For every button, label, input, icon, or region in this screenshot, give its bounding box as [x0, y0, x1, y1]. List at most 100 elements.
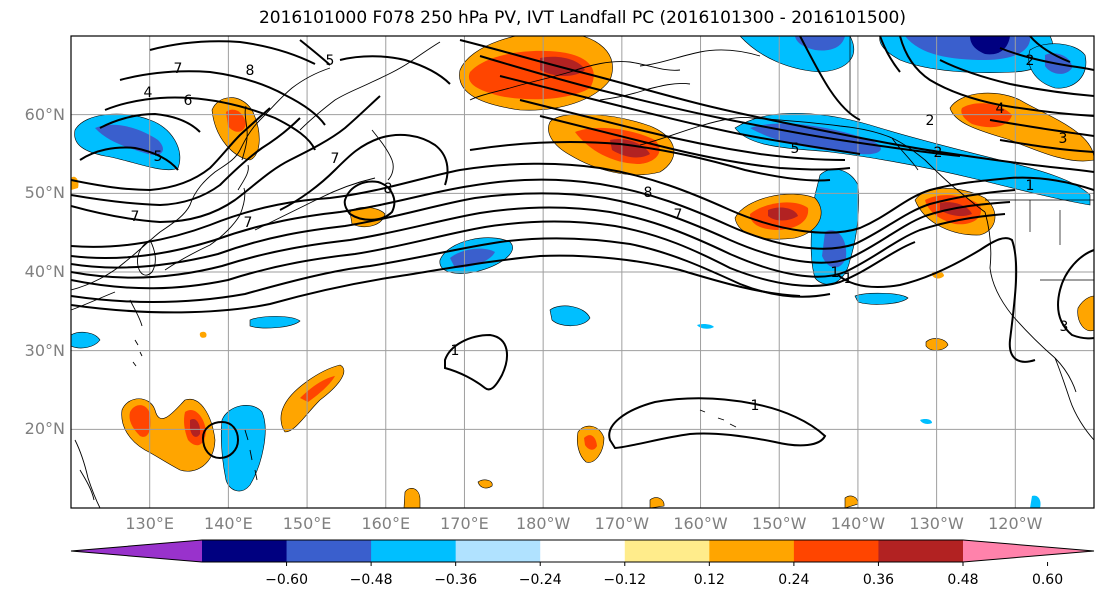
colorbar-outline: [70, 539, 1095, 563]
contour-line: [119, 70, 326, 126]
contour-line: [939, 59, 1094, 97]
contour-line: [469, 141, 831, 182]
contour-line: [999, 47, 1094, 71]
longitude-label: 170°E: [440, 514, 489, 533]
contour-label: 8: [384, 181, 393, 197]
shade-negative: [697, 323, 714, 329]
shade-positive: [199, 331, 207, 338]
colorbar-tick-label: 0.24: [778, 572, 810, 588]
contour-line: [499, 75, 861, 155]
contour-label: 2: [934, 145, 943, 161]
colorbar-tick-label: 0.48: [947, 572, 979, 588]
latitude-label: 60°N: [24, 104, 65, 124]
shade-negative: [450, 248, 495, 268]
contour-label: 5: [791, 141, 800, 157]
colorbar-tick-label: −0.36: [434, 572, 478, 588]
longitude-label: 120°W: [988, 514, 1043, 533]
latitude-label: 20°N: [24, 419, 65, 439]
shade-negative: [750, 123, 881, 155]
longitude-label: 160°E: [361, 514, 411, 533]
contour-label: 5: [326, 53, 335, 69]
contour-line: [608, 397, 827, 450]
contour-line: [339, 55, 451, 85]
contour-line: [71, 95, 381, 224]
contour-line: [279, 133, 449, 211]
shade-negative: [795, 36, 845, 51]
pv-shading: [71, 36, 1094, 508]
shade-negative: [249, 316, 301, 329]
contour-line: [71, 254, 801, 314]
contour-label: 1: [1026, 178, 1035, 194]
contour-line: [879, 36, 901, 73]
contour-line: [1057, 249, 1094, 340]
contour-line: [201, 420, 240, 460]
contour-line: [71, 192, 1011, 269]
contour-line: [837, 237, 1036, 363]
contour-line: [343, 180, 396, 221]
colorbar-extend-max: [963, 540, 1094, 562]
contour-line: [149, 40, 316, 65]
shade-positive: [1077, 295, 1094, 332]
contour-label: 8: [246, 63, 255, 79]
colorbar-tick-label: −0.60: [265, 572, 308, 588]
contour-label: 7: [674, 207, 683, 223]
longitude-label: 160°W: [673, 514, 728, 533]
shade-negative: [920, 419, 932, 424]
shade-negative: [854, 292, 909, 305]
contour-line: [71, 107, 271, 192]
shade-positive: [71, 176, 79, 190]
colorbar-segment: [371, 540, 457, 562]
contour-label: 4: [144, 85, 153, 101]
contour-label: 6: [184, 93, 193, 109]
contour-line: [299, 39, 331, 66]
latitude-label: 40°N: [24, 262, 65, 281]
contour-line: [444, 333, 508, 391]
contour-line: [1029, 36, 1071, 63]
contour-line: [99, 112, 201, 133]
longitude-label: 140°W: [830, 514, 886, 533]
contour-line: [71, 178, 1016, 260]
shade-negative: [549, 305, 591, 327]
colorbar: [70, 539, 1095, 566]
latitude-label: 50°N: [24, 183, 65, 203]
latitude-label: 30°N: [24, 340, 65, 360]
longitude-label: 130°W: [909, 514, 964, 533]
longitude-label: 140°E: [204, 514, 253, 533]
shade-negative: [970, 36, 1010, 55]
colorbar-tick-label: −0.48: [349, 572, 393, 588]
colorbar-segment: [286, 540, 372, 562]
contour-label: 1: [751, 398, 760, 414]
longitude-label: 180°W: [515, 514, 571, 533]
contour-label: 2: [926, 113, 935, 129]
shade-negative: [1030, 495, 1041, 508]
contour-label: 5: [154, 149, 163, 165]
shade-positive: [477, 479, 493, 489]
shade-negative: [71, 331, 101, 349]
shade-negative: [220, 405, 266, 492]
colorbar-segment: [202, 540, 288, 562]
contour-label: 2: [1026, 53, 1035, 69]
contour-label: 1: [831, 265, 840, 281]
contour-label: 3: [1059, 131, 1068, 147]
map-frame: [70, 35, 1095, 509]
contour-label: 1: [844, 271, 853, 287]
contour-label: 7: [131, 209, 140, 225]
longitude-label: 150°E: [282, 514, 332, 533]
contour-line: [799, 36, 861, 121]
longitude-label: 170°W: [594, 514, 650, 533]
contour-line: [71, 162, 1094, 248]
contour-line: [71, 220, 916, 290]
contour-line: [539, 115, 851, 171]
colorbar-segment: [709, 540, 795, 562]
shade-positive: [584, 435, 597, 450]
pv-contours: [71, 36, 1094, 460]
colorbar-segment: [793, 540, 879, 562]
contour-line: [104, 96, 316, 151]
map-title: 2016101000 F078 250 hPa PV, IVT Landfall…: [258, 8, 906, 28]
contour-line: [989, 119, 1094, 137]
shade-positive: [190, 418, 201, 437]
colorbar-tick-label: 0.60: [1031, 572, 1064, 588]
contour-label: 7: [331, 151, 340, 167]
